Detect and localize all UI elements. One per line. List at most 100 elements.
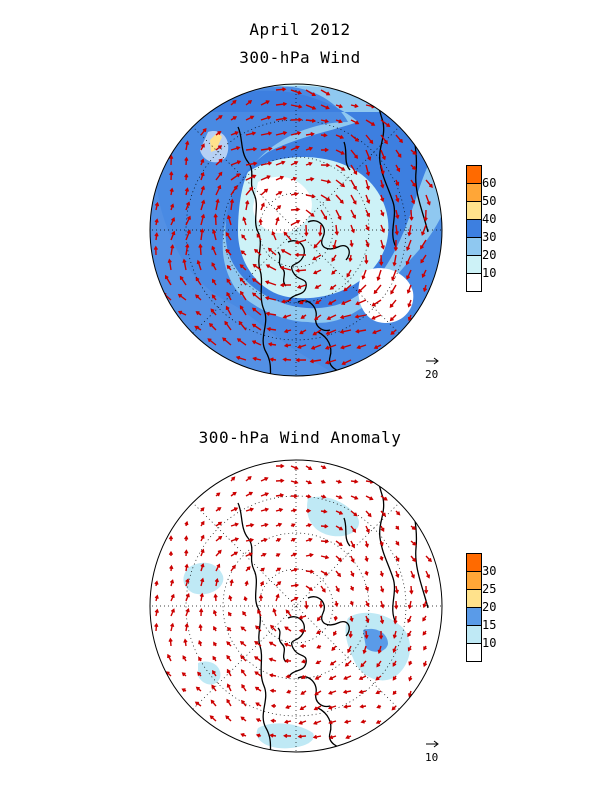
wind-vector-head	[181, 672, 186, 677]
wind-vector	[260, 147, 272, 151]
wind-vector-head	[424, 589, 429, 595]
wind-vector-head	[278, 507, 284, 512]
wind-vector	[320, 89, 330, 96]
wind-vector-head	[411, 200, 416, 205]
wind-vector	[311, 344, 322, 350]
wind-vector	[335, 179, 345, 187]
wind-vector-head	[194, 701, 199, 706]
wind-vector-head	[393, 620, 398, 625]
wind-vector-head	[269, 688, 275, 693]
wind-vector-head	[213, 213, 218, 218]
colorbar-swatch	[466, 183, 482, 202]
wind-vector-head	[338, 104, 344, 109]
wind-vector-head	[392, 634, 397, 639]
wind-vector-head	[294, 583, 300, 588]
wind-anomaly-map	[149, 459, 443, 753]
wind-vector-head	[200, 577, 205, 583]
wind-vector-head	[324, 571, 329, 576]
colorbar-label: 30	[482, 564, 497, 578]
wind-vector	[393, 254, 397, 266]
wind-vector	[240, 305, 247, 316]
wind-vector	[365, 149, 371, 160]
wind-vector-head	[278, 191, 283, 195]
wind-vector	[406, 239, 412, 250]
wind-vector-head	[262, 552, 267, 557]
wind-vector-head	[270, 703, 276, 709]
wind-vector-head	[367, 156, 372, 161]
wind-vector-head	[322, 465, 327, 470]
wind-vector-head	[312, 270, 318, 275]
wind-vector	[305, 194, 315, 198]
wind-vector	[389, 299, 397, 308]
wind-vector-head	[328, 690, 333, 695]
wind-vector-head	[325, 330, 330, 335]
wind-vector-head	[392, 662, 397, 667]
wind-vector	[230, 146, 240, 151]
wind-vector	[265, 280, 277, 286]
wind-vector	[245, 174, 256, 181]
wind-vector-head	[349, 601, 354, 606]
colorbar-label: 50	[482, 194, 497, 208]
wind-vector-head	[394, 589, 399, 595]
wind-vector-head	[314, 691, 319, 696]
wind-vector	[170, 231, 175, 241]
wind-vector-head	[194, 325, 199, 330]
wind-vector-head	[267, 161, 273, 166]
wind-vector-head	[379, 572, 384, 578]
wind-vector-head	[154, 608, 159, 613]
wind-vector-head	[283, 733, 288, 738]
wind-vector-head	[395, 214, 400, 220]
calm-area-center	[253, 176, 312, 233]
wind-vector	[290, 104, 302, 108]
wind-vector-head	[258, 218, 263, 223]
wind-vector-head	[307, 494, 312, 499]
wind-vector-head	[296, 131, 302, 136]
wind-vector-head	[200, 213, 206, 219]
wind-vector-head	[339, 134, 345, 139]
wind-vector-head	[325, 105, 330, 110]
wind-vector-head	[352, 214, 356, 219]
wind-vector	[281, 249, 292, 256]
panel2-title: 300-hPa Wind Anomaly	[198, 428, 402, 447]
wind-vector-head	[234, 522, 239, 527]
wind-vector-head	[324, 524, 329, 529]
wind-vector	[165, 275, 172, 286]
wind-vector	[183, 259, 187, 271]
wind-vector-head	[369, 496, 374, 501]
wind-vector-head	[364, 587, 369, 592]
wind-vector-head	[354, 314, 359, 319]
wind-vector-head	[389, 303, 394, 308]
wind-vector-head	[343, 704, 348, 709]
wind-vector-head	[254, 640, 259, 645]
wind-vector-head	[312, 105, 317, 110]
wind-vector	[407, 284, 412, 293]
wind-vector-head	[268, 673, 274, 678]
wind-vector-head	[169, 154, 174, 160]
colorbar-label: 10	[482, 636, 497, 650]
wind-vector-head	[309, 553, 314, 558]
wind-vector-head	[154, 218, 159, 223]
wind-vector-head	[392, 691, 397, 696]
wind-vector	[178, 294, 187, 301]
wind-vector	[365, 164, 370, 175]
wind-vector-head	[276, 538, 282, 542]
wind-vector-head	[365, 602, 370, 608]
wind-vector	[268, 248, 277, 256]
wind-vector-head	[340, 150, 345, 155]
wind-vector-head	[399, 138, 403, 144]
wind-vector-head	[235, 355, 241, 360]
wind-vector-head	[285, 674, 290, 679]
wind-vector	[260, 188, 268, 196]
wind-vector-head	[294, 240, 300, 245]
wind-vector-head	[225, 248, 230, 253]
wind-vectors	[153, 87, 433, 365]
wind-vector-head	[234, 131, 239, 136]
wind-vector	[260, 175, 270, 181]
wind-vector-head	[337, 216, 342, 221]
wind-vector-head	[295, 268, 300, 273]
wind-vector	[211, 246, 217, 256]
wind-vector-head	[367, 513, 372, 518]
wind-vector	[325, 344, 337, 350]
wind-vector	[395, 149, 402, 158]
wind-vector-head	[195, 276, 200, 282]
